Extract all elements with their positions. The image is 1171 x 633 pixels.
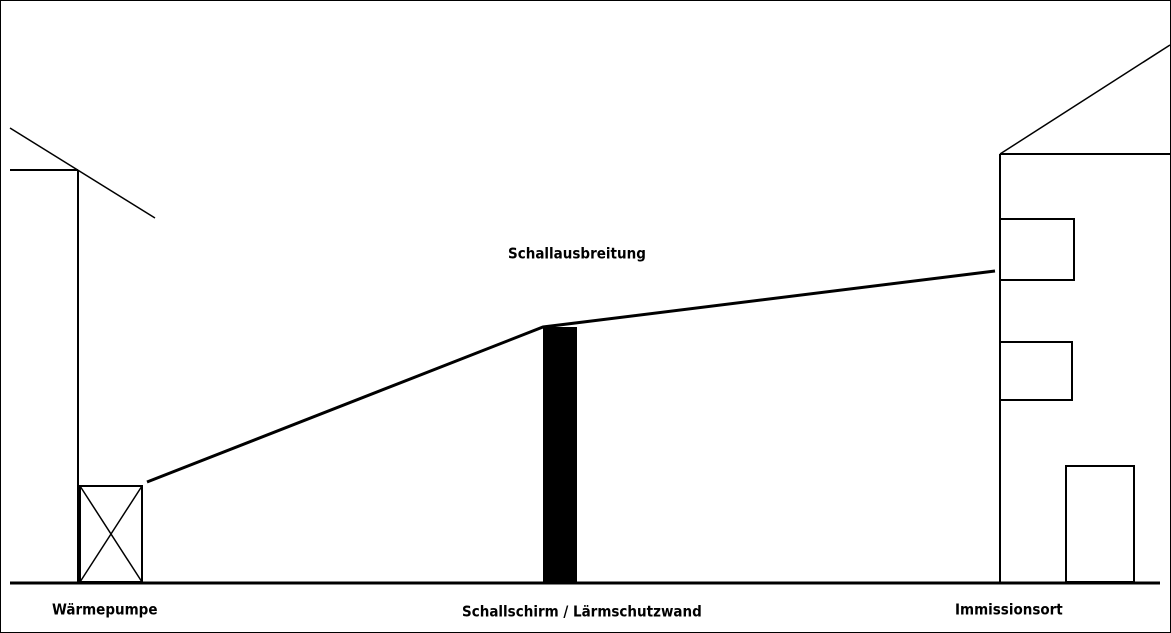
left-house [9,127,156,583]
source-label: Wärmepumpe [52,601,157,619]
noise-barrier [543,327,577,583]
barrier-label: Schallschirm / Lärmschutzwand [462,603,702,621]
propagation-label: Schallausbreitung [508,245,646,263]
right-house [999,44,1171,583]
sound-path [146,269,996,484]
heat-pump [79,485,143,583]
receiver-label: Immissionsort [955,601,1063,619]
